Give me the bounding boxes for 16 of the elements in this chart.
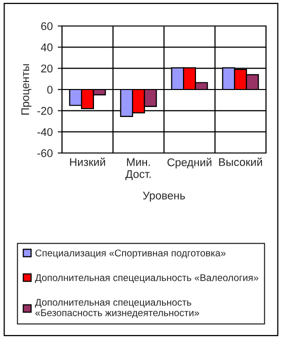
y-tick-label: 0 [47,86,53,94]
y-tick-label: -20 [37,106,53,115]
x-tick-label: Высокий [219,158,262,166]
y-tick-label: 60 [41,22,53,30]
y-tick-label: -40 [37,128,53,136]
legend-label: Дополнительная спецециальность «Безопасность жизнедеятельности» [35,298,200,318]
x-axis-title: Уровень [142,192,185,202]
legend-label: Специализация «Спортивная подготовка» [35,250,226,258]
y-tick-label: -60 [37,149,53,158]
legend-label: Дополнительная спецециальность «Валеология» [35,274,258,283]
x-tick-label: Средний [167,158,212,168]
y-tick-label: 20 [41,64,53,72]
x-tick-label: Мин. Дост. [125,158,151,180]
y-axis-title: Проценты [21,64,32,115]
y-tick-label: 40 [40,43,53,52]
x-tick-label: Низкий [70,158,106,166]
